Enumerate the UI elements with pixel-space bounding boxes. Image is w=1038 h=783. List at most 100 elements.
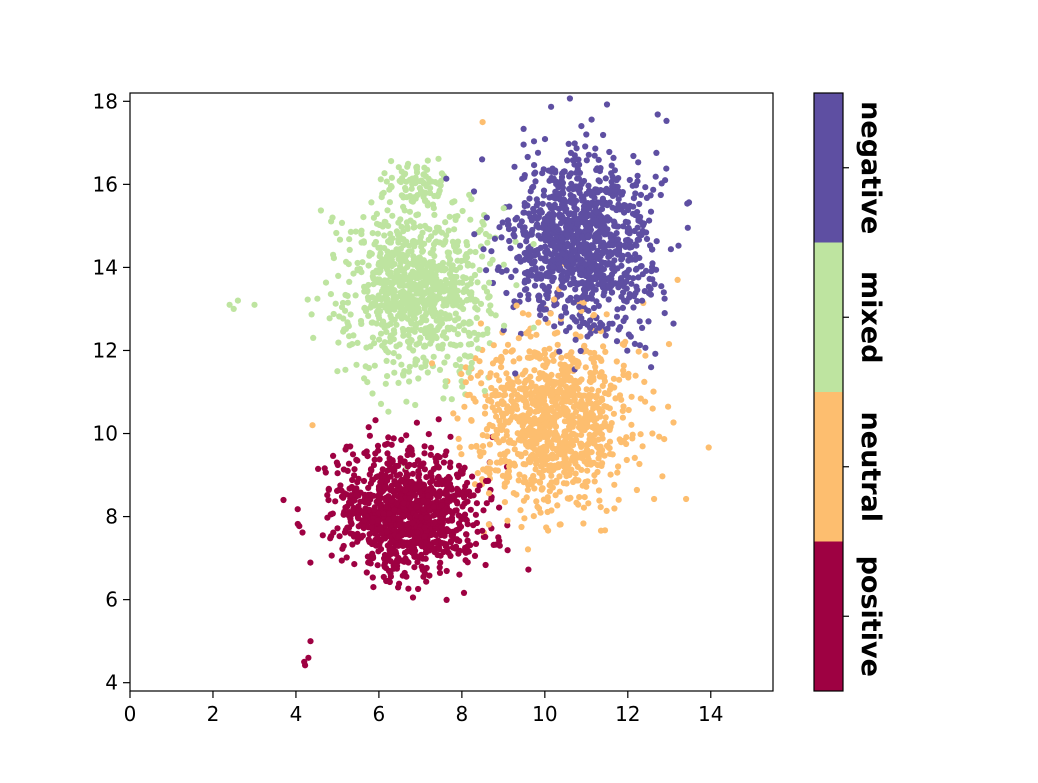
data-point-mixed	[376, 269, 383, 276]
data-point-positive	[496, 504, 503, 511]
data-point-mixed	[405, 160, 412, 167]
data-point-neutral	[504, 517, 511, 524]
data-point-negative	[555, 184, 562, 191]
data-point-mixed	[376, 253, 383, 260]
data-point-neutral	[625, 406, 632, 414]
data-point-mixed	[346, 342, 353, 349]
data-point-mixed	[452, 310, 459, 317]
data-point-negative	[582, 143, 589, 150]
data-point-negative	[624, 219, 632, 226]
data-point-negative	[630, 152, 637, 160]
data-point-positive	[305, 654, 312, 661]
data-point-negative	[583, 190, 590, 197]
data-point-mixed	[421, 258, 428, 265]
data-point-neutral	[574, 385, 581, 392]
data-point-negative	[595, 177, 602, 184]
data-point-mixed	[352, 228, 359, 235]
data-point-negative	[543, 291, 550, 298]
data-point-neutral	[583, 386, 590, 393]
data-point-negative	[621, 242, 628, 249]
data-point-positive	[435, 416, 442, 423]
data-point-positive	[401, 459, 408, 466]
data-point-positive	[406, 495, 414, 502]
data-point-neutral	[549, 452, 556, 459]
data-point-negative	[575, 185, 582, 192]
data-point-mixed	[458, 257, 465, 265]
data-point-positive	[366, 537, 373, 544]
data-point-negative	[540, 187, 548, 194]
data-point-neutral	[499, 472, 506, 479]
data-point-neutral	[649, 405, 656, 412]
data-point-neutral	[639, 443, 646, 450]
data-point-positive	[299, 529, 306, 536]
data-point-neutral	[588, 386, 595, 393]
data-point-mixed	[471, 298, 479, 305]
data-point-negative	[538, 265, 546, 272]
data-point-negative	[541, 136, 549, 143]
data-point-positive	[454, 488, 461, 495]
data-point-negative	[520, 209, 527, 216]
y-tick-label: 6	[105, 588, 118, 612]
data-point-neutral	[519, 310, 527, 317]
data-point-negative	[521, 256, 528, 263]
data-point-neutral	[527, 430, 534, 437]
data-point-negative	[558, 275, 565, 282]
data-point-negative	[542, 315, 549, 322]
data-point-positive	[383, 528, 391, 535]
data-point-neutral	[610, 410, 618, 417]
data-point-neutral	[554, 341, 561, 348]
data-point-mixed	[406, 363, 413, 370]
data-point-neutral	[591, 478, 598, 485]
data-point-positive	[393, 481, 400, 489]
data-point-negative	[556, 243, 563, 250]
data-point-neutral	[620, 403, 627, 410]
data-point-negative	[546, 201, 553, 209]
data-point-mixed	[436, 366, 444, 373]
data-point-positive	[336, 533, 343, 540]
data-point-neutral	[637, 431, 644, 438]
data-point-mixed	[377, 400, 385, 407]
data-point-mixed	[458, 363, 465, 370]
data-point-negative	[483, 267, 490, 274]
data-point-mixed	[347, 311, 354, 318]
data-point-positive	[428, 444, 435, 451]
data-point-mixed	[481, 387, 488, 395]
data-point-mixed	[381, 218, 388, 225]
data-point-positive	[301, 658, 308, 666]
data-point-positive	[490, 541, 497, 549]
data-point-neutral	[507, 417, 514, 424]
data-point-neutral	[489, 360, 497, 367]
data-point-negative	[602, 259, 609, 267]
data-point-neutral	[546, 407, 553, 414]
data-point-mixed	[374, 276, 381, 283]
data-point-neutral	[575, 454, 583, 461]
data-point-negative	[653, 238, 660, 245]
data-point-positive	[351, 466, 358, 473]
data-point-positive	[425, 486, 432, 493]
data-point-mixed	[389, 212, 396, 219]
data-point-mixed	[384, 373, 391, 380]
data-point-positive	[430, 512, 437, 519]
data-point-neutral	[464, 392, 471, 399]
data-point-neutral	[527, 333, 534, 340]
data-point-mixed	[433, 238, 440, 245]
data-point-negative	[549, 221, 556, 228]
data-point-mixed	[467, 216, 474, 223]
data-point-mixed	[429, 258, 436, 265]
data-point-negative	[542, 237, 549, 244]
data-point-mixed	[381, 170, 388, 177]
data-point-mixed	[416, 185, 423, 192]
data-point-negative	[638, 263, 645, 270]
data-point-negative	[471, 231, 478, 238]
data-point-neutral	[577, 423, 585, 430]
data-point-positive	[376, 456, 383, 463]
data-point-negative	[516, 222, 524, 229]
data-point-positive	[372, 417, 379, 424]
data-point-positive	[342, 504, 349, 511]
data-point-mixed	[396, 279, 404, 286]
data-point-neutral	[546, 345, 553, 352]
data-point-positive	[426, 572, 433, 579]
data-point-positive	[525, 566, 532, 573]
data-point-mixed	[417, 286, 424, 293]
data-point-positive	[392, 462, 400, 470]
